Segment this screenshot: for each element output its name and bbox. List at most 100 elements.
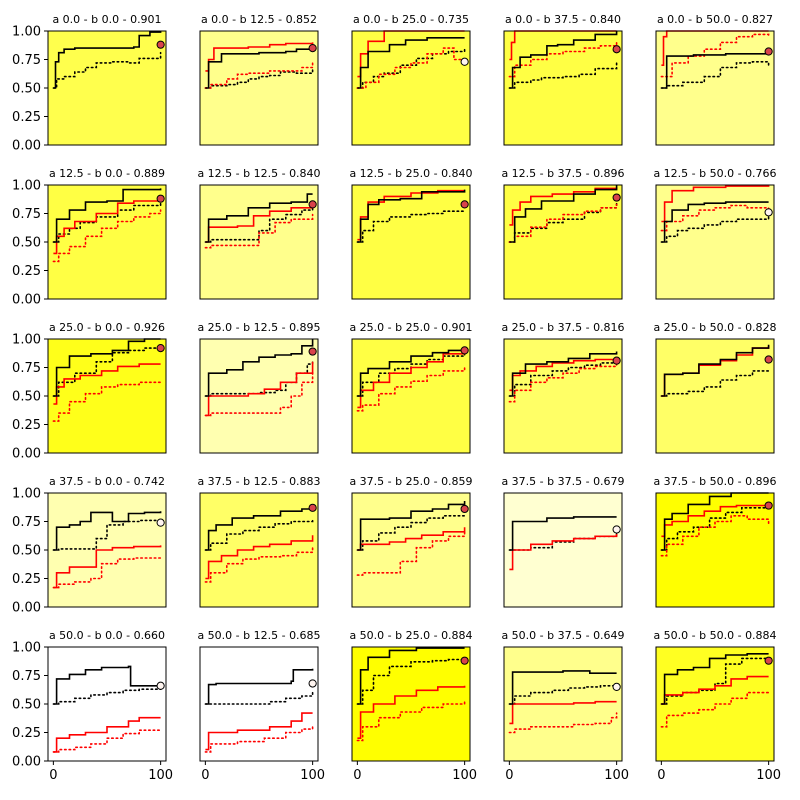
black-solid-line [53,188,162,243]
score-marker [612,45,621,54]
red-solid-line [53,545,162,589]
y-tick-label: 0.00 [12,139,41,154]
black-dotted-line [204,691,314,705]
black-dotted-line [356,512,466,551]
axes-frame [655,338,775,454]
y-tick-label: 0.00 [12,447,41,462]
score-marker [156,344,165,353]
black-solid-line [661,653,769,705]
red-solid-line [53,716,161,753]
black-dotted-line [508,685,618,705]
subplot-5-4: a 50.0 - b 37.5 - 0.649 0 100 [501,629,629,783]
subplot-title: a 50.0 - b 25.0 - 0.884 [349,629,472,642]
black-solid-line [357,37,465,89]
subplot-4-1: a 37.5 - b 0.0 - 0.742 0.00 0.25 0.50 0.75 1.… [12,475,167,616]
red-solid-line [509,358,617,392]
y-tick-label: 1.00 [12,25,41,40]
black-dotted-line [356,210,466,243]
axes-frame [199,646,319,762]
axes-frame [351,30,471,146]
red-dotted-line [356,531,466,576]
score-marker [612,193,621,202]
subplot-title: a 12.5 - b 25.0 - 0.840 [349,167,472,180]
y-tick-label: 0.75 [12,361,41,376]
subplot-background [504,339,622,453]
y-tick-label: 1.00 [12,333,41,348]
subplot-title: a 25.0 - b 37.5 - 0.816 [501,321,624,334]
black-solid-line [53,31,162,89]
y-tick-label: 1.00 [12,641,41,656]
subplot-2-5: a 12.5 - b 50.0 - 0.766 [653,167,777,300]
black-dotted-line [52,686,162,705]
x-tick-label: 100 [604,768,629,783]
subplot-2-3: a 12.5 - b 25.0 - 0.840 [349,167,473,300]
score-marker [460,504,469,514]
red-solid-line [357,685,466,739]
axes-frame [503,338,623,454]
y-tick-label: 1.00 [12,487,41,502]
y-tick-label: 0.50 [12,698,41,713]
red-dotted-line [660,689,770,728]
red-solid-line [205,712,313,751]
black-solid-line [205,668,314,705]
x-tick-label: 0 [657,768,665,783]
black-dotted-line [356,658,466,705]
subplot-background [352,31,470,145]
black-solid-line [357,501,466,551]
subplot-background [48,339,166,453]
red-solid-line [661,504,769,538]
red-solid-line [53,363,161,405]
x-tick-label: 0 [353,768,361,783]
score-marker [612,682,621,692]
y-tick-label: 0.25 [12,418,41,433]
subplot-title: a 25.0 - b 12.5 - 0.895 [197,321,320,334]
black-solid-line [205,507,314,551]
red-solid-line [661,185,770,223]
black-solid-line [509,31,618,89]
black-solid-line [661,492,769,551]
subplot-4-5: a 37.5 - b 50.0 - 0.896 [653,475,777,608]
black-solid-line [205,47,314,89]
score-marker [764,656,773,665]
black-dotted-line [660,657,770,705]
y-tick-label: 0.75 [12,515,41,530]
red-solid-line [661,675,769,705]
subplot-1-5: a 0.0 - b 50.0 - 0.827 [655,13,775,146]
axes-frame [199,30,319,146]
red-dotted-line [356,365,466,412]
axes-frame [655,184,775,300]
subplot-title: a 12.5 - b 37.5 - 0.896 [501,167,624,180]
black-solid-line [357,189,466,243]
axes-frame [655,492,775,608]
axes-frame [655,646,775,762]
y-tick-label: 0.25 [12,726,41,741]
y-tick-label: 0.00 [12,755,41,770]
black-dotted-line [204,519,314,551]
subplot-5-1: a 50.0 - b 0.0 - 0.660 0.00 0.25 0.50 0.75 1.… [12,629,173,783]
red-solid-line [53,199,162,255]
score-marker [764,501,773,510]
x-tick-label: 0 [201,768,209,783]
subplot-1-4: a 0.0 - b 37.5 - 0.840 [503,13,623,146]
black-dotted-line [52,518,162,551]
subplot-3-3: a 25.0 - b 25.0 - 0.901 [349,321,473,454]
subplot-title: a 37.5 - b 0.0 - 0.742 [49,475,165,488]
score-marker [612,356,621,365]
y-tick-label: 0.75 [12,53,41,68]
black-dotted-line [508,62,618,89]
red-dotted-line [508,361,618,403]
subplot-background [656,31,774,145]
subplot-3-2: a 25.0 - b 12.5 - 0.895 [197,321,321,454]
axes-frame [655,30,775,146]
x-tick-label: 100 [148,768,173,783]
black-solid-line [357,647,465,705]
x-tick-label: 0 [49,768,57,783]
axes-frame [351,184,471,300]
x-tick-label: 100 [452,768,477,783]
subplot-title: a 50.0 - b 37.5 - 0.649 [501,629,624,642]
y-tick-label: 0.50 [12,82,41,97]
score-marker [764,47,773,56]
x-tick-label: 100 [300,768,325,783]
score-marker [156,518,165,527]
